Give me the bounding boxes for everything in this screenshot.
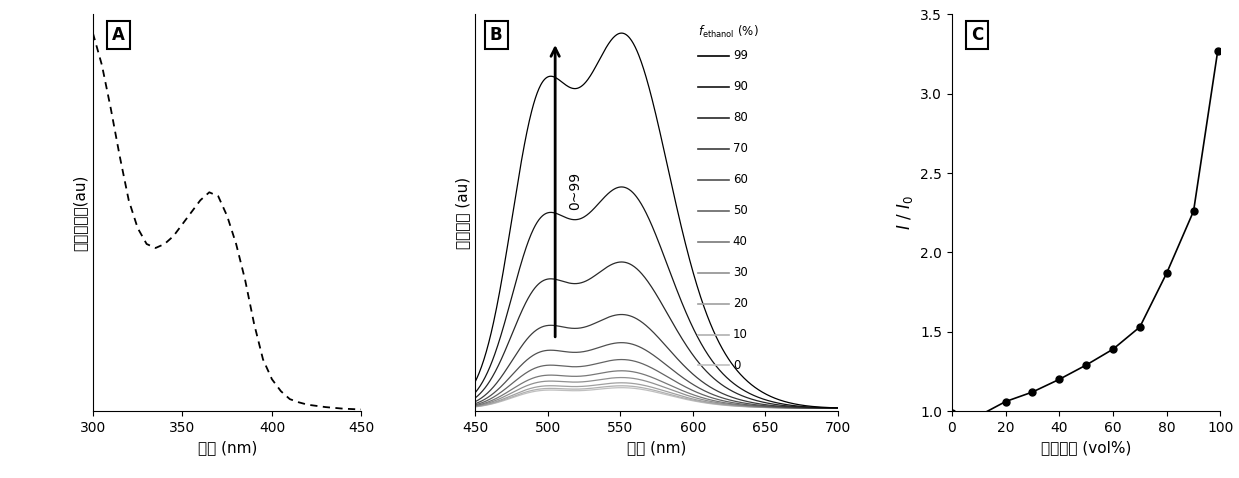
Y-axis label: 荧光强度 (au): 荧光强度 (au)	[455, 177, 470, 249]
Text: 90: 90	[732, 80, 747, 93]
Text: C: C	[970, 26, 983, 44]
Text: 50: 50	[732, 204, 747, 217]
Text: 10: 10	[732, 328, 747, 341]
Text: 30: 30	[732, 266, 747, 279]
Text: 20: 20	[732, 297, 747, 310]
X-axis label: 波长 (nm): 波长 (nm)	[197, 440, 256, 456]
Y-axis label: 归一化吸收(au): 归一化吸收(au)	[72, 174, 88, 251]
Text: $f_{\mathregular{ethanol}}$ (%): $f_{\mathregular{ethanol}}$ (%)	[699, 24, 760, 40]
Text: 80: 80	[732, 111, 747, 124]
Text: 60: 60	[732, 174, 747, 186]
X-axis label: 波长 (nm): 波长 (nm)	[627, 440, 686, 456]
Text: A: A	[112, 26, 125, 44]
Text: 99: 99	[732, 50, 748, 63]
Text: 0~99: 0~99	[567, 172, 582, 210]
Text: 40: 40	[732, 235, 747, 248]
Text: 70: 70	[732, 142, 747, 155]
X-axis label: 乙醇含量 (vol%): 乙醇含量 (vol%)	[1041, 440, 1131, 456]
Text: B: B	[489, 26, 503, 44]
Text: 0: 0	[732, 359, 740, 372]
Y-axis label: $I\ /\ I_0$: $I\ /\ I_0$	[895, 196, 914, 230]
